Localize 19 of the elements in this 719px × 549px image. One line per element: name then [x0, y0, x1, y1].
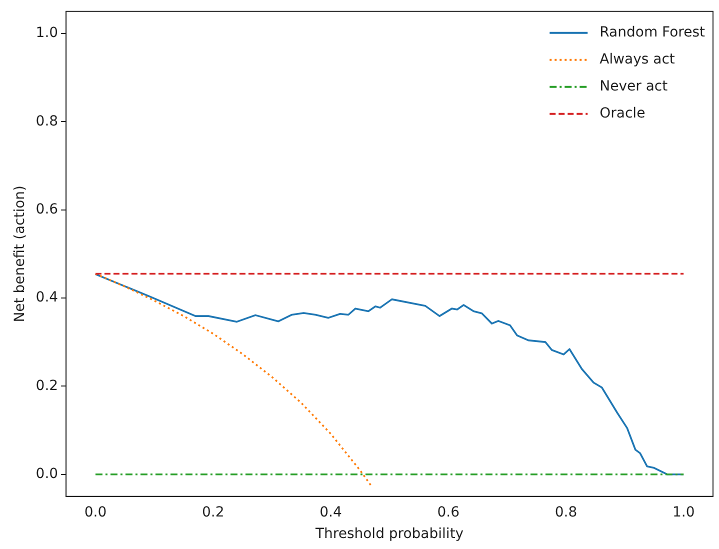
x-tick-label: 0.0: [84, 504, 107, 520]
x-tick-label: 1.0: [672, 504, 695, 520]
y-tick-label: 0.8: [36, 113, 58, 130]
y-tick-label: 1.0: [36, 25, 58, 42]
legend-label: Random Forest: [600, 24, 706, 41]
x-tick-label: 0.2: [202, 504, 224, 520]
x-tick-label: 0.4: [320, 504, 342, 520]
line-series: [94, 272, 373, 488]
legend-label: Oracle: [600, 106, 646, 122]
y-axis-title: Net benefit (action): [12, 186, 28, 322]
x-axis-title: Threshold probability: [314, 526, 464, 542]
legend-label: Never act: [600, 78, 668, 95]
y-tick-label: 0.4: [36, 290, 58, 306]
x-tick-label: 0.6: [437, 504, 460, 520]
x-tick-label: 0.8: [554, 504, 578, 520]
y-tick-label: 0.6: [36, 201, 58, 218]
legend-label: Always act: [600, 52, 676, 68]
y-tick-label: 0.0: [36, 466, 58, 482]
y-tick-label: 0.2: [36, 378, 58, 394]
